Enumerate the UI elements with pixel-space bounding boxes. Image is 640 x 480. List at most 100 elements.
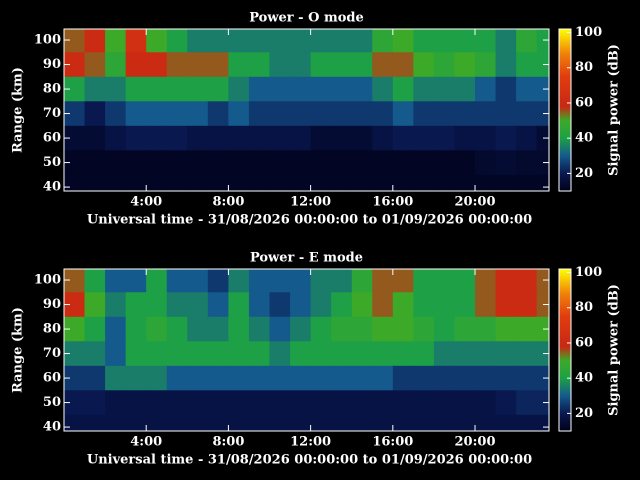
colorbar-segment xyxy=(559,65,571,67)
heatmap-cell xyxy=(146,316,168,342)
colorbar-segment xyxy=(559,61,571,63)
colorbar-segment xyxy=(559,425,571,427)
colorbar-segment xyxy=(559,97,571,99)
colorbar-segment xyxy=(559,399,571,401)
colorbar-segment xyxy=(559,289,571,291)
colorbar-segment xyxy=(559,346,571,348)
colorbar-segment xyxy=(559,93,571,95)
heatmap-cell xyxy=(310,76,332,102)
colorbar-segment xyxy=(559,350,571,352)
heatmap-cell xyxy=(146,365,168,391)
colorbar-segment xyxy=(559,360,571,362)
colorbar-segment xyxy=(559,279,571,281)
colorbar-segment xyxy=(559,410,571,412)
heatmap-cell xyxy=(166,269,188,293)
heatmap-cell xyxy=(454,269,476,293)
colorbar-segment xyxy=(559,356,571,358)
colorbar-segment xyxy=(559,42,571,44)
colorbar-segment xyxy=(559,72,571,74)
heatmap-cell xyxy=(454,414,476,431)
heatmap-cell xyxy=(495,292,517,318)
heatmap-cell xyxy=(516,150,538,176)
colorbar-segment xyxy=(559,35,571,37)
colorbar-segment xyxy=(559,153,571,155)
heatmap-cell xyxy=(351,269,373,293)
colorbar-segment xyxy=(559,130,571,132)
colorbar-segment xyxy=(559,334,571,336)
colorbar-segment xyxy=(559,396,571,398)
heatmap-cell xyxy=(228,150,250,176)
heatmap-cell xyxy=(290,150,312,176)
heatmap-cell xyxy=(248,365,271,391)
colorbar-segment xyxy=(559,283,571,285)
colorbar-segment xyxy=(559,105,571,107)
heatmap-cell xyxy=(125,52,147,78)
heatmap-cell xyxy=(187,414,209,431)
heatmap-cell xyxy=(207,76,229,102)
colorbar-segment xyxy=(559,287,571,289)
colorbar-segment xyxy=(559,156,571,158)
colorbar-segment xyxy=(559,139,571,141)
colorbar-segment xyxy=(559,189,571,191)
colorbar-segment xyxy=(559,62,571,64)
colorbar-segment xyxy=(559,384,571,386)
colorbar-segment xyxy=(559,333,571,335)
colorbar-segment xyxy=(559,33,571,35)
heatmap-cell xyxy=(290,292,312,318)
heatmap-cell xyxy=(290,29,312,53)
colorbar-segment xyxy=(559,77,571,79)
heatmap-cell xyxy=(187,316,209,342)
colorbar-segment xyxy=(559,330,571,332)
y-tick-label: 90 xyxy=(43,57,61,72)
colorbar-segment xyxy=(559,340,571,342)
heatmap-cell xyxy=(269,76,291,102)
heatmap-cell xyxy=(413,390,435,416)
heatmap-cell xyxy=(248,316,271,342)
colorbar-segment xyxy=(559,37,571,39)
colorbar-segment xyxy=(559,118,571,120)
colorbar-segment xyxy=(559,281,571,283)
colorbar-segment xyxy=(559,357,571,359)
heatmap-cell xyxy=(413,76,435,102)
colorbar-segment xyxy=(559,32,571,34)
heatmap-cell xyxy=(433,390,455,416)
heatmap-cell xyxy=(351,101,373,127)
heatmap-cell xyxy=(413,101,435,127)
heatmap-cell xyxy=(536,150,549,176)
colorbar-segment xyxy=(559,313,571,315)
y-tick-label: 80 xyxy=(43,322,61,337)
heatmap-cell xyxy=(331,341,353,367)
heatmap-cell xyxy=(310,316,332,342)
colorbar-segment xyxy=(559,400,571,402)
colorbar-segment xyxy=(559,321,571,323)
heatmap-cell xyxy=(392,414,414,431)
colorbar-segment xyxy=(559,361,571,363)
heatmap-cell xyxy=(290,414,312,431)
heatmap-cell xyxy=(269,414,291,431)
colorbar-segment xyxy=(559,140,571,142)
heatmap-cell xyxy=(495,174,517,191)
colorbar-segment xyxy=(559,290,571,292)
colorbar-segment xyxy=(559,31,571,33)
heatmap-cell xyxy=(331,52,353,78)
heatmap-cell xyxy=(269,341,291,367)
colorbar-segment xyxy=(559,63,571,65)
heatmap-cell xyxy=(392,52,414,78)
heatmap-cell xyxy=(433,150,455,176)
colorbar-segment xyxy=(559,36,571,38)
heatmap-cell xyxy=(475,341,497,367)
heatmap-cell xyxy=(187,174,209,191)
heatmap-cell xyxy=(351,174,373,191)
colorbar-segment xyxy=(559,162,571,164)
colorbar-label: Signal power (dB) xyxy=(607,44,622,176)
y-tick-label: 50 xyxy=(43,395,61,410)
colorbar-segment xyxy=(559,69,571,71)
x-tick-label: 20:00 xyxy=(455,195,496,210)
colorbar-segment xyxy=(559,421,571,423)
colorbar-segment xyxy=(559,339,571,341)
colorbar-segment xyxy=(559,103,571,105)
heatmap-cell xyxy=(125,365,147,391)
heatmap-cell xyxy=(84,316,106,342)
colorbar-segment xyxy=(559,414,571,416)
